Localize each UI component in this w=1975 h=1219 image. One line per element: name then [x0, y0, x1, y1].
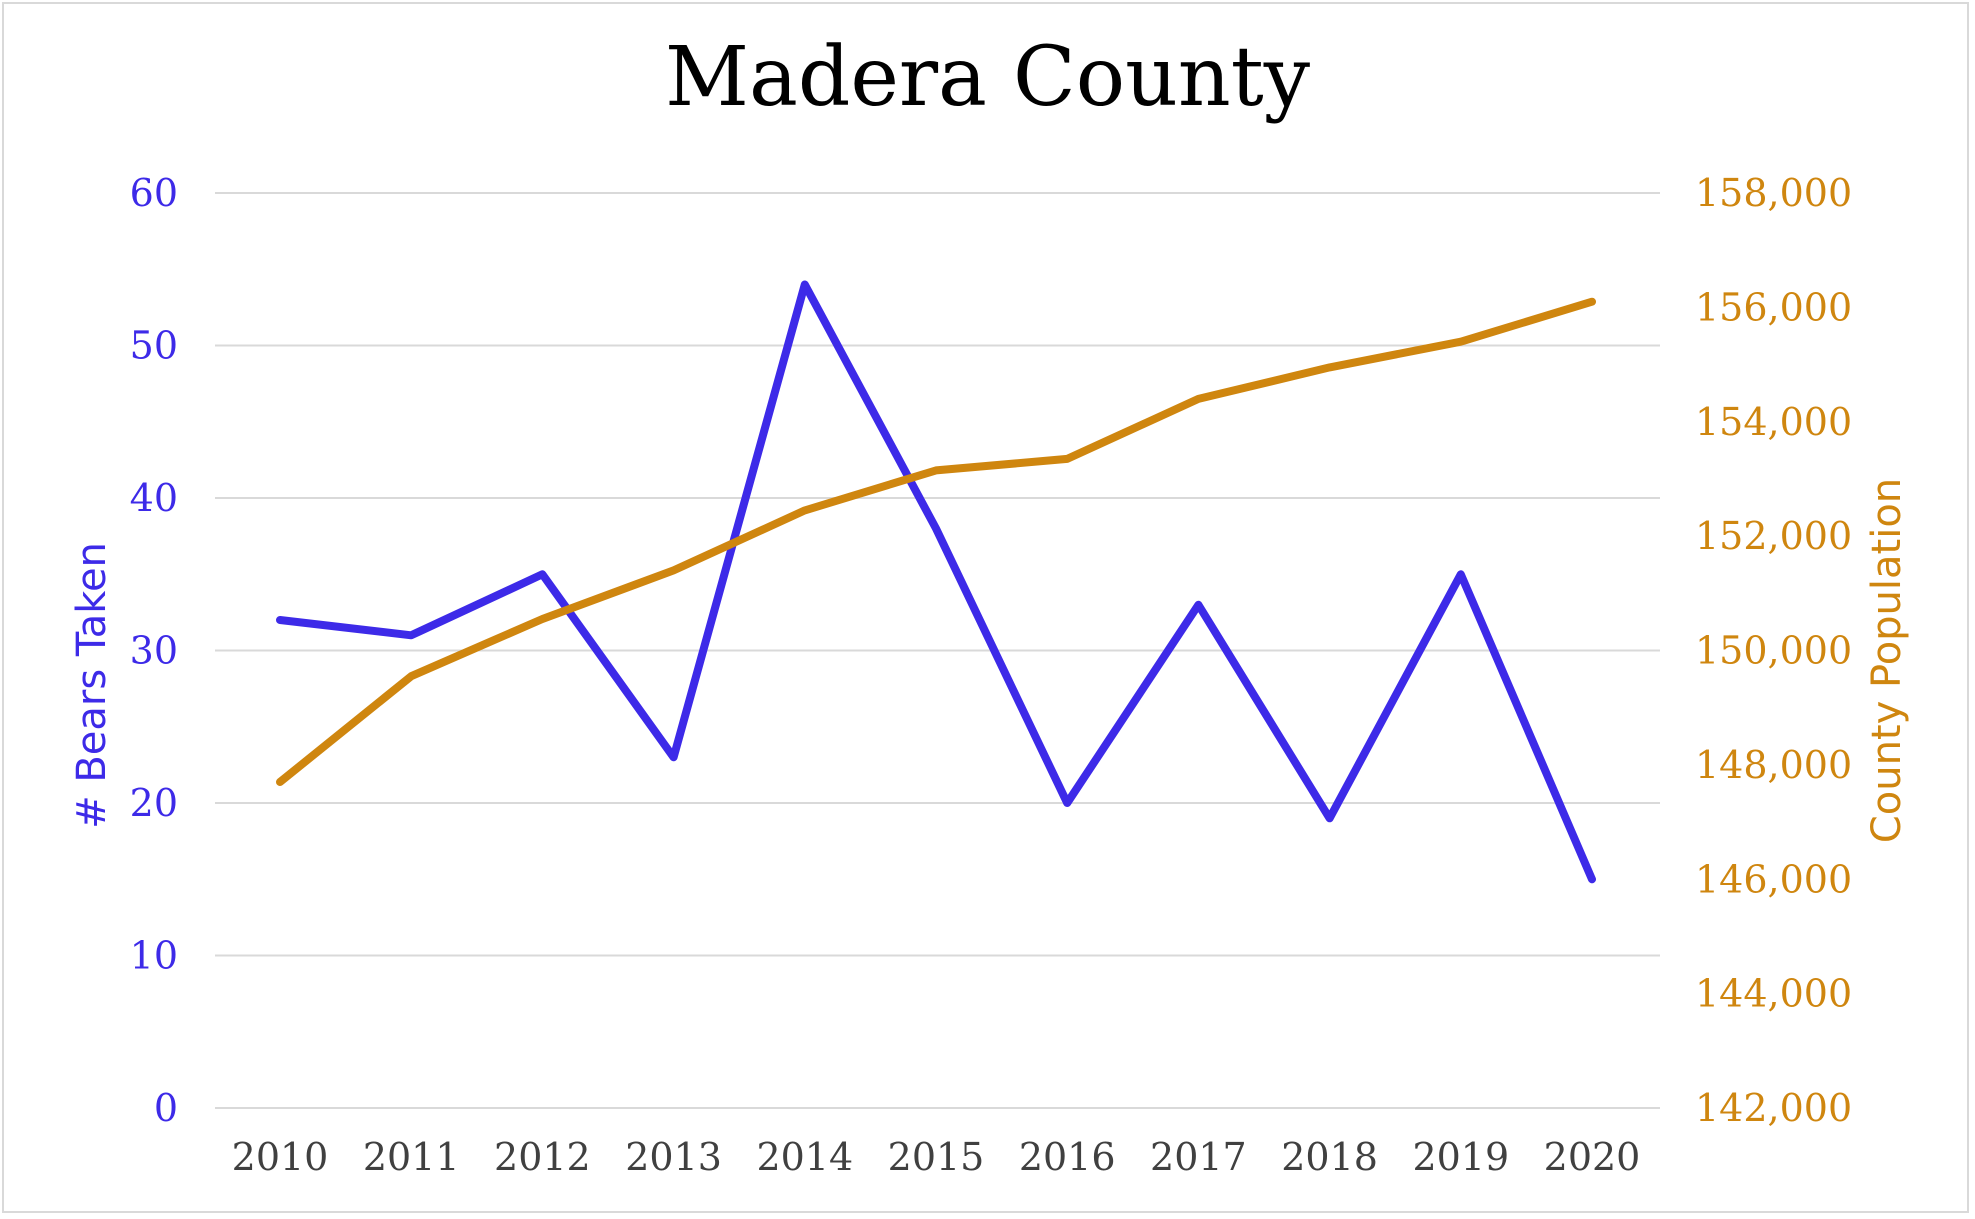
- y-right-tick-label: 148,000: [1695, 743, 1852, 787]
- bears-point-2015: [932, 525, 940, 533]
- bears-point-2014: [801, 281, 809, 289]
- population-point-2016: [1063, 455, 1071, 463]
- population-point-2015: [932, 466, 940, 474]
- bears-point-2020: [1588, 875, 1596, 883]
- chart-title: Madera County: [664, 30, 1311, 125]
- y-right-tick-label: 144,000: [1695, 972, 1852, 1016]
- bears-point-2017: [1194, 601, 1202, 609]
- population-series-line: [276, 297, 1596, 786]
- bears-point-2010: [276, 616, 284, 624]
- y-left-tick-label: 40: [130, 476, 178, 520]
- y-right-tick-label: 158,000: [1695, 171, 1852, 215]
- population-point-2012: [538, 615, 546, 623]
- x-tick-label: 2018: [1281, 1135, 1378, 1179]
- population-point-2019: [1457, 338, 1465, 346]
- x-tick-label: 2010: [232, 1135, 329, 1179]
- x-tick-label: 2012: [494, 1135, 591, 1179]
- bears-point-2016: [1063, 799, 1071, 807]
- y-right-tick-label: 150,000: [1695, 629, 1852, 673]
- population-point-2010: [276, 778, 284, 786]
- population-point-2014: [801, 506, 809, 514]
- y-left-tick-label: 30: [130, 629, 178, 673]
- population-point-2020: [1588, 298, 1596, 306]
- y-left-tick-label: 20: [130, 781, 178, 825]
- y-right-tick-label: 152,000: [1695, 514, 1852, 558]
- y-left-tick-label: 50: [130, 324, 178, 368]
- x-tick-label: 2016: [1019, 1135, 1116, 1179]
- population-point-2018: [1326, 363, 1334, 371]
- bears-point-2019: [1457, 570, 1465, 578]
- y-left-tick-label: 0: [154, 1086, 178, 1130]
- bears-point-2018: [1326, 814, 1334, 822]
- bears-point-2012: [538, 570, 546, 578]
- population-point-2011: [407, 672, 415, 680]
- y-right-tick-label: 156,000: [1695, 285, 1852, 329]
- population-point-2013: [670, 566, 678, 574]
- x-tick-label: 2020: [1544, 1135, 1641, 1179]
- x-tick-label: 2011: [363, 1135, 460, 1179]
- x-tick-label: 2014: [756, 1135, 853, 1179]
- y-left-axis-label: # Bears Taken: [69, 542, 115, 829]
- x-tick-label: 2019: [1412, 1135, 1509, 1179]
- population-point-2017: [1194, 395, 1202, 403]
- bears-point-2013: [670, 753, 678, 761]
- y-left-tick-label: 60: [130, 171, 178, 215]
- y-right-tick-label: 142,000: [1695, 1086, 1852, 1130]
- y-right-tick-label: 146,000: [1695, 857, 1852, 901]
- x-tick-label: 2013: [625, 1135, 722, 1179]
- bears-series-line: [276, 280, 1596, 884]
- y-right-axis-label: County Population: [1864, 478, 1910, 843]
- y-right-tick-label: 154,000: [1695, 400, 1852, 444]
- x-tick-label: 2015: [888, 1135, 985, 1179]
- bears-point-2011: [407, 631, 415, 639]
- x-tick-label: 2017: [1150, 1135, 1247, 1179]
- y-left-tick-label: 10: [130, 934, 178, 978]
